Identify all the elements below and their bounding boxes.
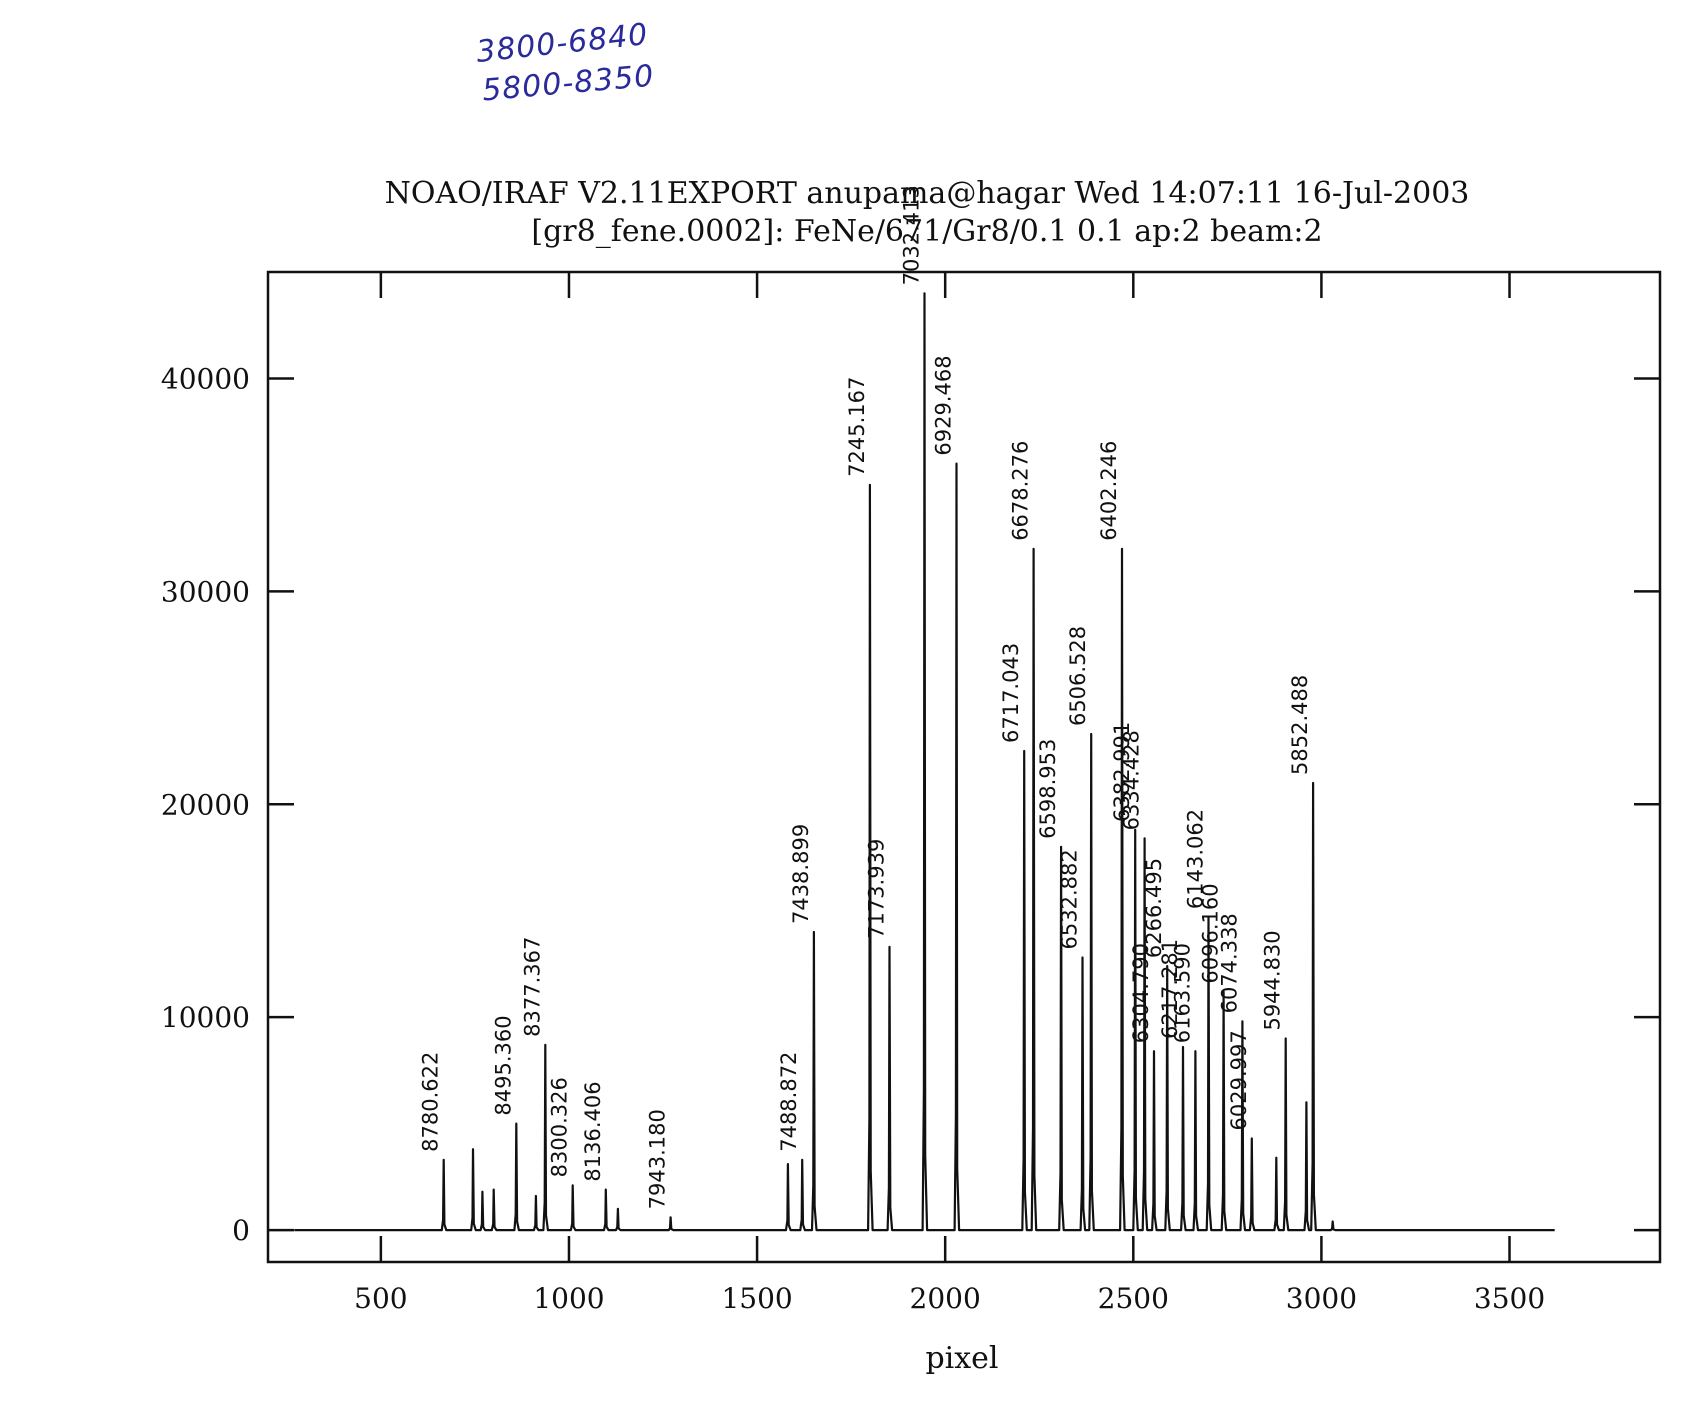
peak-label: 7943.180	[646, 1109, 670, 1209]
spectrum-line	[294, 292, 1555, 1232]
x-tick-label: 3500	[1474, 1282, 1545, 1315]
peak-label: 7488.872	[777, 1052, 801, 1152]
peak-label: 6163.590	[1170, 943, 1194, 1043]
peak-label: 7245.167	[845, 377, 869, 477]
x-tick-label: 2000	[910, 1282, 981, 1315]
peak-label: 6532.882	[1058, 849, 1082, 949]
y-tick-label: 30000	[161, 575, 250, 608]
peak-label: 8495.360	[491, 1015, 515, 1115]
peak-label: 6217.281	[1158, 939, 1182, 1039]
y-tick-label: 20000	[161, 788, 250, 821]
peak-label: 6598.953	[1036, 739, 1060, 839]
peak-label: 6266.495	[1142, 858, 1166, 958]
x-tick-label: 500	[354, 1282, 407, 1315]
peak-label: 7173.939	[865, 839, 889, 939]
peak-label: 6074.338	[1217, 913, 1241, 1013]
peak-label: 8300.326	[548, 1077, 572, 1177]
y-tick-label: 40000	[161, 362, 250, 395]
spectrum-series	[294, 292, 1555, 1232]
tick-labels: 500 1000 1500 2000 2500 3000 3500 0 10000 20000 30…	[161, 362, 1545, 1315]
peak-label: 6334.428	[1120, 730, 1144, 830]
peak-label: 6382.991	[1110, 722, 1134, 822]
peak-label: 6717.043	[999, 643, 1023, 743]
x-tick-label: 3000	[1286, 1282, 1357, 1315]
peak-label: 6304.790	[1129, 943, 1153, 1043]
chart-title: NOAO/IRAF V2.11EXPORT anupama@hagar Wed …	[384, 176, 1470, 211]
peak-label: 7438.899	[789, 824, 813, 924]
x-tick-label: 2500	[1098, 1282, 1169, 1315]
peak-label: 5944.830	[1261, 930, 1285, 1030]
peak-label: 6402.246	[1097, 441, 1121, 541]
x-tick-label: 1000	[533, 1282, 604, 1315]
peak-label: 5852.488	[1288, 675, 1312, 775]
peak-label: 7032.413	[899, 185, 923, 285]
axes-ticks	[268, 272, 1660, 1262]
x-tick-label: 1500	[721, 1282, 792, 1315]
x-axis-title: pixel	[925, 1341, 998, 1376]
y-tick-label: 10000	[161, 1001, 250, 1034]
peak-label: 8377.367	[520, 937, 544, 1037]
y-tick-label: 0	[232, 1214, 250, 1247]
peak-label: 6506.528	[1066, 626, 1090, 726]
peak-label: 6029.997	[1227, 1030, 1251, 1130]
chart-subtitle: [gr8_fene.0002]: FeNe/671/Gr8/0.1 0.1 ap…	[531, 214, 1323, 249]
peak-label: 8780.622	[419, 1052, 443, 1152]
peak-label: 6678.276	[1009, 441, 1033, 541]
peak-label: 8136.406	[581, 1081, 605, 1181]
peak-label: 6929.468	[932, 355, 956, 455]
plot-frame	[266, 270, 1662, 1264]
peak-label: 6143.062	[1183, 809, 1207, 909]
peak-label: 6096.160	[1199, 883, 1223, 983]
plot-border	[266, 270, 1662, 1264]
